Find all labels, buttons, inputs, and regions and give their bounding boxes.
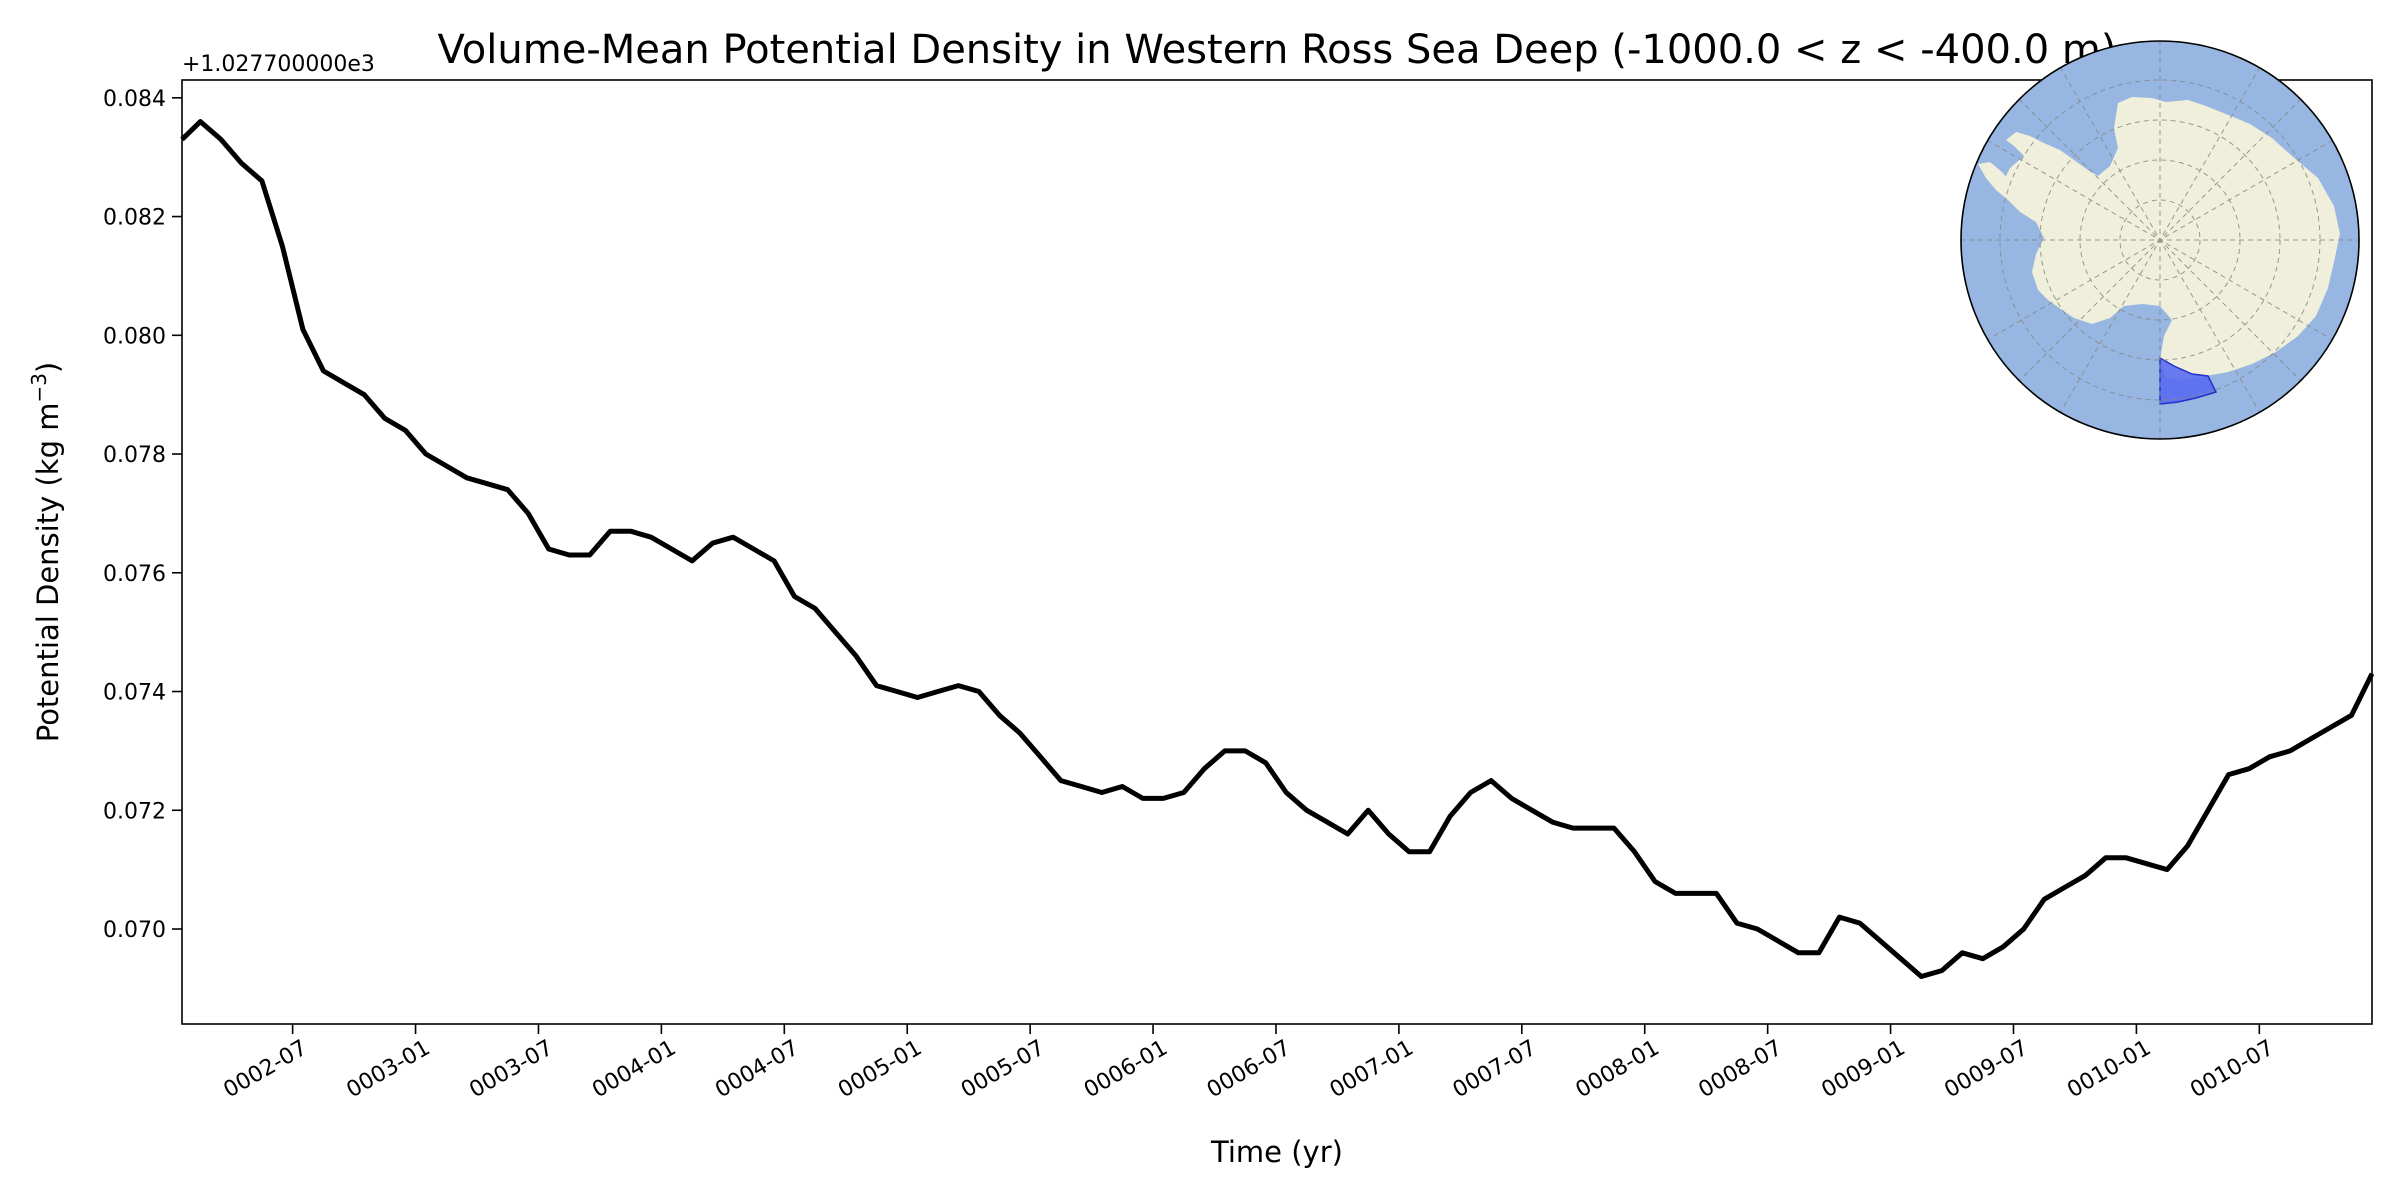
y-axis-label: Potential Density (kg m−3): [27, 362, 65, 743]
y-tick-label: 0.074: [103, 681, 166, 706]
inset-globe-outline: [1960, 40, 2360, 440]
y-axis-ticks: 0.070 0.072 0.074 0.076 0.078 0.080 0.082 0.084: [103, 87, 182, 943]
y-tick-label: 0.078: [103, 443, 166, 468]
inset-antarctic-peninsula: [1978, 162, 2012, 200]
y-tick-label: 0.076: [103, 562, 166, 587]
y-axis-offset-text: +1.027700000e3: [182, 52, 375, 77]
plot-area-frame: [181, 79, 2373, 1025]
y-axis-label-main: Potential Density (kg m: [31, 403, 65, 743]
y-axis-label-superscript: −3: [27, 373, 51, 402]
inset-map-antarctica: [1960, 40, 2360, 440]
x-axis-label: Time (yr): [1210, 1135, 1343, 1169]
chart-title: Volume-Mean Potential Density in Western…: [438, 27, 2117, 73]
series-line-0: [180, 119, 2375, 979]
inset-gridlines: [1961, 41, 2359, 439]
y-tick-label: 0.070: [103, 918, 166, 943]
inset-highlighted-region: [2159, 356, 2218, 405]
y-tick-label: 0.082: [103, 206, 166, 231]
y-tick-label: 0.072: [103, 799, 166, 824]
series-group: [180, 119, 2375, 979]
y-tick-label: 0.084: [103, 87, 166, 112]
y-tick-label: 0.080: [103, 324, 166, 349]
y-axis-label-close: ): [31, 362, 65, 373]
